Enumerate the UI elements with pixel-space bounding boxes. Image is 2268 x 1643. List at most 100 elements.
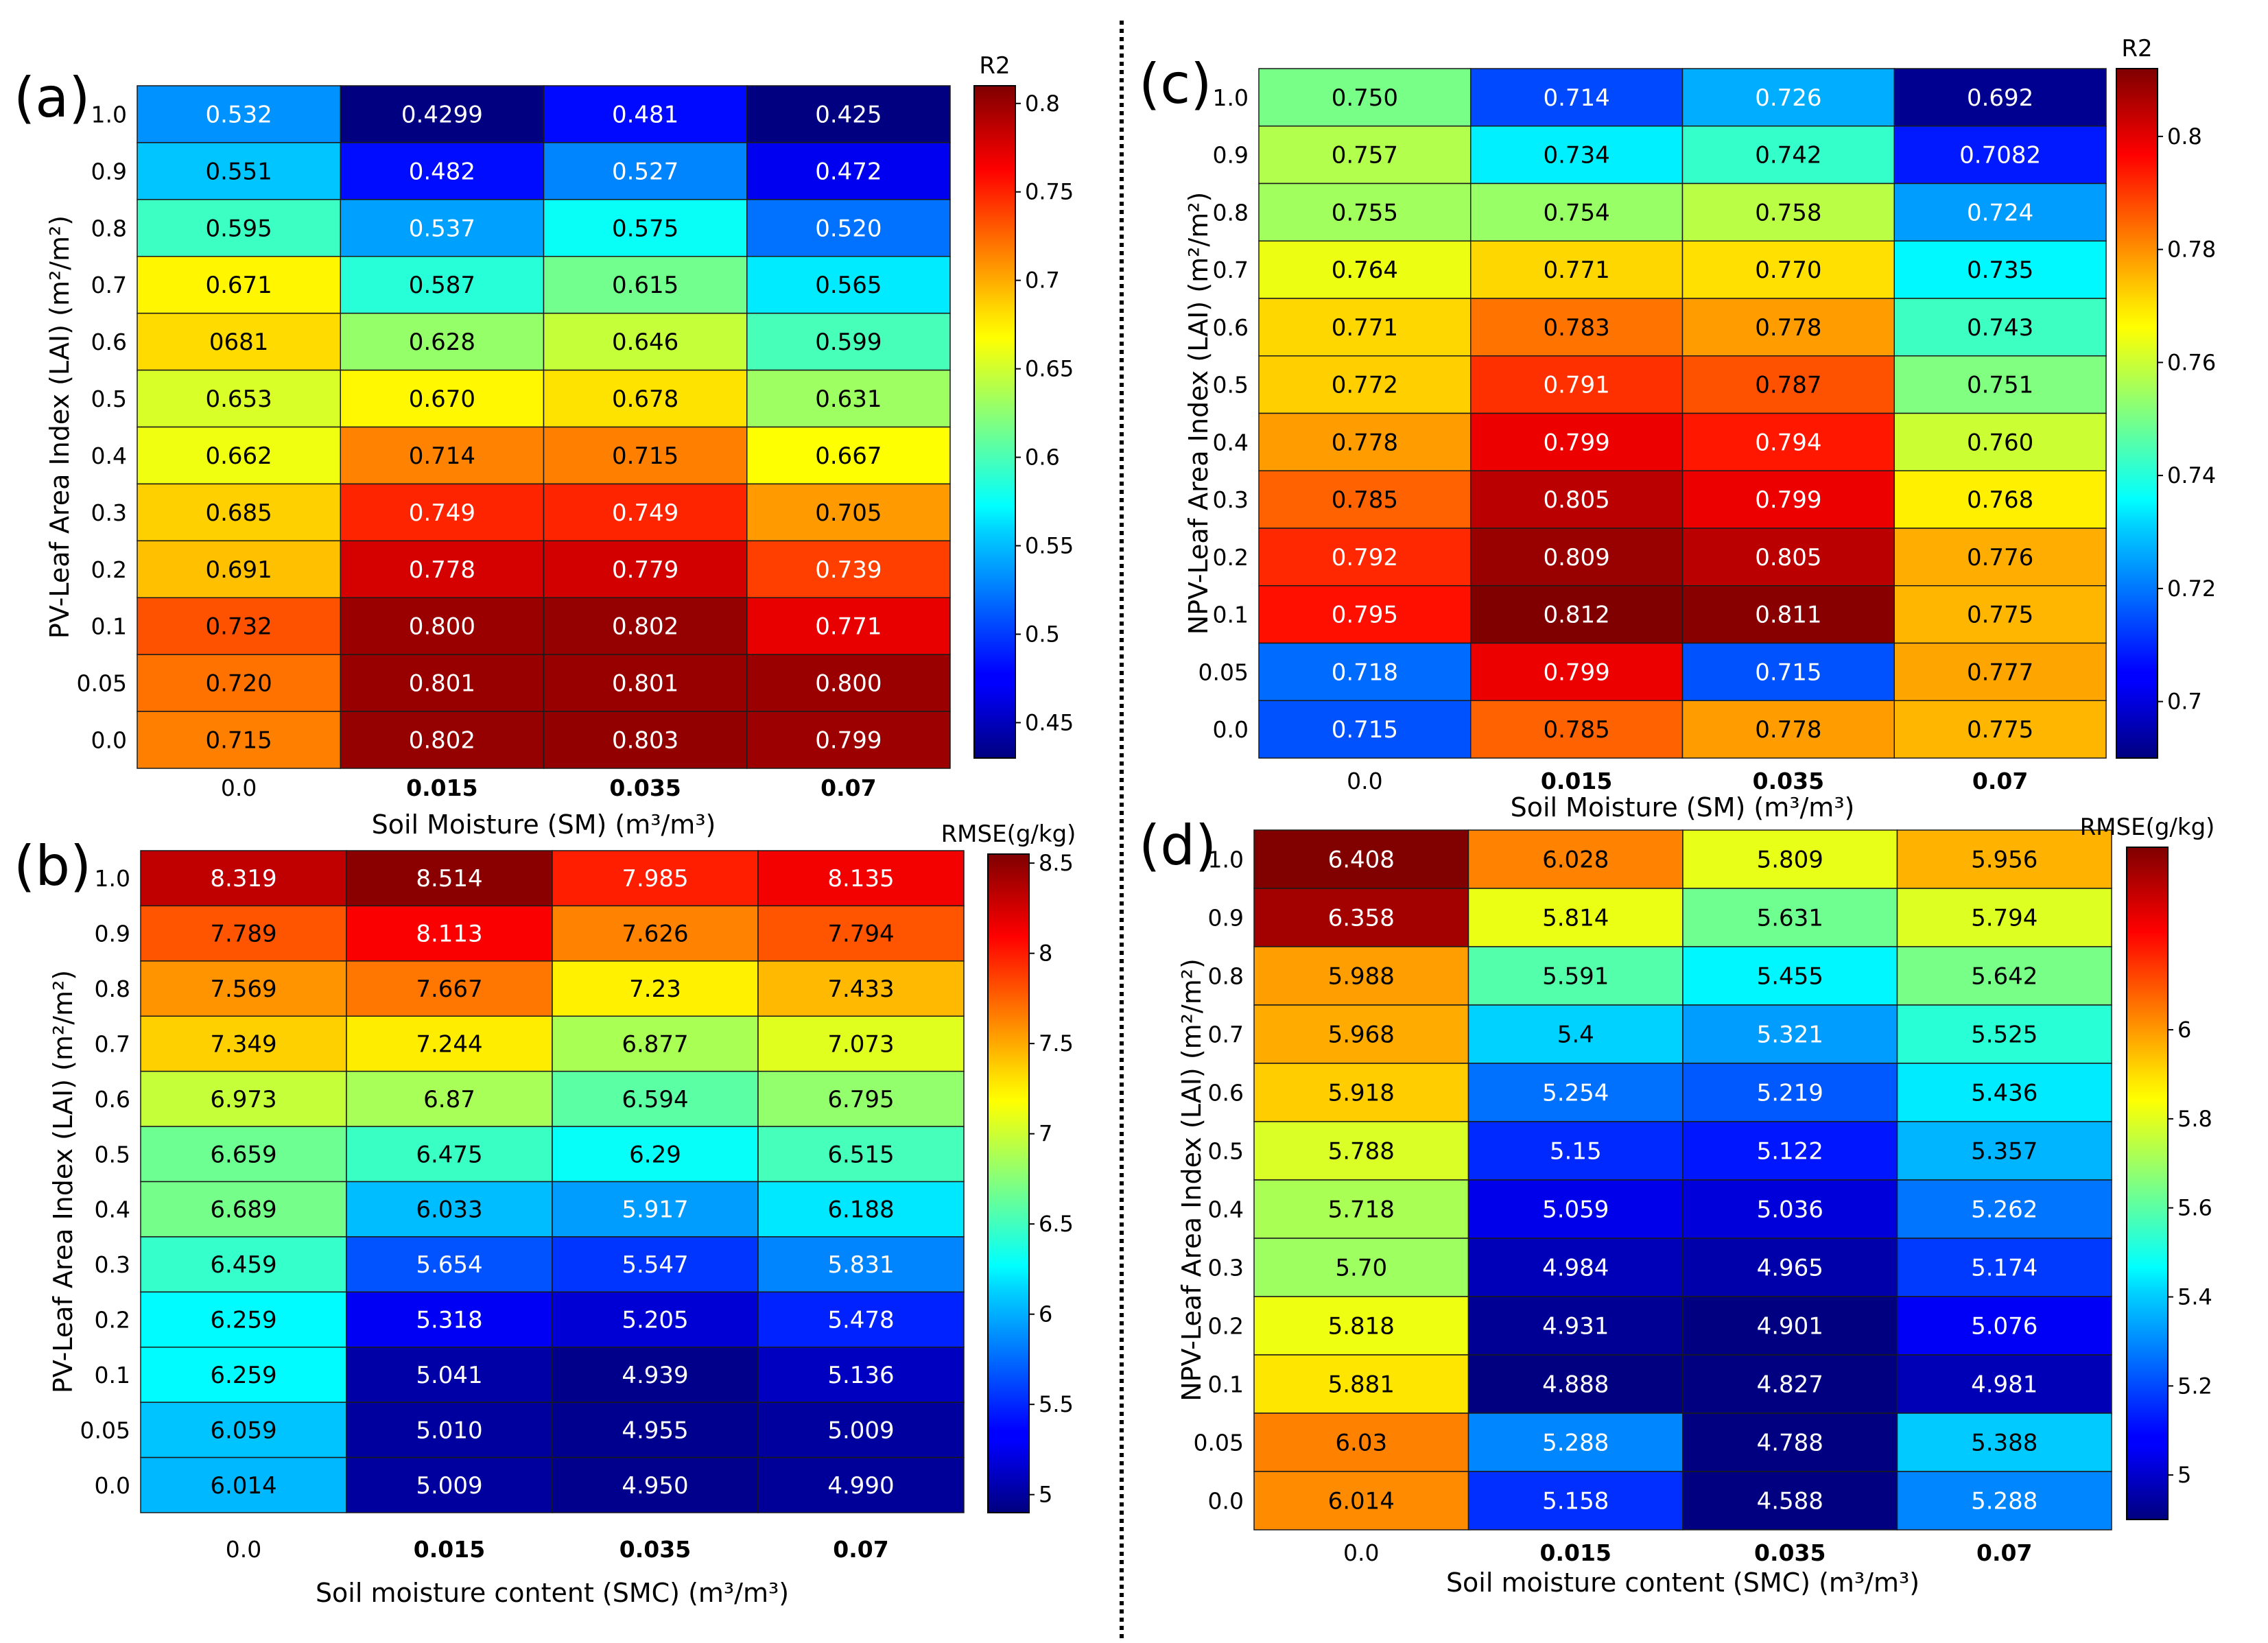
cell-value-label: 5.654 <box>416 1251 482 1279</box>
cell-value-label: 5.794 <box>1971 905 2037 932</box>
colorbar-tick-label: 0.7 <box>1025 268 1060 294</box>
colorbar-title: R2 <box>2121 35 2152 62</box>
heatmap-cell <box>1896 1354 2112 1414</box>
heatmap-cell <box>1682 888 1898 947</box>
colorbar-tick-label: 5.8 <box>2177 1106 2212 1132</box>
heatmap-cell <box>1893 470 2107 529</box>
y-tick-label: 0.6 <box>95 1086 130 1113</box>
colorbar-tick-label: 0.5 <box>1025 621 1060 647</box>
cell-value-label: 0.799 <box>815 727 882 755</box>
y-tick-label: 0.0 <box>91 727 127 754</box>
cell-value-label: 4.901 <box>1757 1313 1823 1340</box>
y-tick-label: 0.7 <box>95 1030 130 1057</box>
heatmap-cell <box>340 540 545 598</box>
cell-value-label: 0.715 <box>205 727 272 755</box>
cell-value-label: 0.646 <box>612 329 678 356</box>
colorbar-tick-label: 5.2 <box>2177 1373 2212 1399</box>
heatmap-cell <box>1470 470 1684 529</box>
cell-value-label: 5.631 <box>1757 905 1823 932</box>
colorbar-tick-label: 8 <box>1039 941 1052 967</box>
heatmap-cell <box>1682 1004 1898 1064</box>
heatmap-cell <box>1253 946 1469 1006</box>
cell-value-label: 0.726 <box>1755 84 1821 112</box>
cell-value-label: 0.795 <box>1332 602 1398 629</box>
cell-value-label: 0.812 <box>1543 602 1609 629</box>
heatmap-cell <box>1467 1354 1684 1414</box>
cell-value-label: 5.036 <box>1757 1196 1823 1224</box>
heatmap-cell <box>1682 1412 1898 1472</box>
heatmap-cell <box>1893 355 2107 414</box>
cell-value-label: 5.788 <box>1328 1138 1395 1166</box>
heatmap-cell <box>1893 642 2107 701</box>
cell-value-label: 5.009 <box>416 1472 482 1500</box>
heatmap-cell <box>1896 888 2112 947</box>
cell-value-label: 5.818 <box>1328 1313 1395 1340</box>
y-tick-label: 0.5 <box>1208 1138 1244 1165</box>
heatmap-cell <box>746 369 951 428</box>
x-tick-label: 0.015 <box>1541 768 1612 794</box>
heatmap-cell <box>1467 888 1684 947</box>
heatmap-cell <box>137 597 341 655</box>
x-tick-label: 0.07 <box>833 1536 888 1563</box>
heatmap-cell <box>746 540 951 598</box>
cell-value-label: 6.014 <box>210 1472 276 1500</box>
y-tick-label: 0.1 <box>95 1362 130 1388</box>
heatmap-cell <box>1682 1471 1898 1530</box>
cell-value-label: 6.515 <box>827 1141 894 1168</box>
x-tick-label: 0.0 <box>226 1536 261 1563</box>
y-tick-label: 0.7 <box>91 272 127 298</box>
colorbar-tick-label: 0.75 <box>1025 179 1074 205</box>
y-tick-label: 0.1 <box>1208 1371 1244 1398</box>
cell-value-label: 0.802 <box>409 727 475 755</box>
cell-value-label: 5.076 <box>1971 1313 2037 1340</box>
cell-value-label: 5.4 <box>1557 1021 1594 1049</box>
cell-value-label: 5.15 <box>1550 1138 1602 1166</box>
cell-value-label: 0.742 <box>1755 142 1821 169</box>
colorbar-title: RMSE(g/kg) <box>2080 814 2215 841</box>
cell-value-label: 6.795 <box>827 1086 894 1113</box>
cell-value-label: 4.888 <box>1542 1371 1609 1399</box>
heatmap-cell <box>1467 1471 1684 1530</box>
y-tick-label: 0.05 <box>77 670 127 697</box>
cell-value-label: 6.259 <box>210 1362 276 1389</box>
panel-label: (b) <box>14 834 91 898</box>
cell-value-label: 4.931 <box>1542 1313 1609 1340</box>
cell-value-label: 5.968 <box>1328 1021 1395 1049</box>
y-tick-label: 0.05 <box>80 1417 130 1443</box>
heatmap-cell <box>340 312 545 371</box>
heatmap-cell <box>340 711 545 769</box>
y-tick-label: 0.6 <box>91 329 127 355</box>
heatmap-cell <box>346 1236 553 1293</box>
y-tick-label: 0.0 <box>1208 1488 1244 1515</box>
heatmap-cell <box>552 1070 759 1127</box>
heatmap-cell <box>757 850 965 907</box>
y-tick-label: 1.0 <box>1208 847 1244 873</box>
heatmap-cell <box>1682 1179 1898 1239</box>
cell-value-label: 6.028 <box>1542 847 1609 874</box>
heatmap-cell <box>1682 1063 1898 1122</box>
y-tick-label: 0.1 <box>91 613 127 640</box>
heatmap-cell <box>757 1291 965 1348</box>
cell-value-label: 0.791 <box>1543 372 1609 399</box>
cell-value-label: 5.158 <box>1542 1488 1609 1515</box>
cell-value-label: 4.965 <box>1757 1255 1823 1282</box>
heatmap-cell <box>543 312 748 371</box>
colorbar-tick-label: 0.8 <box>1025 91 1060 117</box>
cell-value-label: 0.678 <box>612 386 678 413</box>
heatmap-cell <box>543 711 748 769</box>
cell-value-label: 6.877 <box>622 1030 688 1058</box>
cell-value-label: 0.799 <box>1755 486 1821 514</box>
heatmap-cell <box>340 199 545 257</box>
cell-value-label: 0.778 <box>1755 716 1821 744</box>
y-tick-label: 0.2 <box>1213 544 1249 571</box>
heatmap-cell <box>746 142 951 200</box>
cell-value-label: 0.705 <box>815 499 882 527</box>
cell-value-label: 0.771 <box>815 613 882 641</box>
heatmap-cell <box>1682 829 1898 889</box>
heatmap-cell <box>1470 240 1684 299</box>
y-axis-label: NPV-Leaf Area Index (LAI) (m²/m²) <box>1177 958 1207 1402</box>
heatmap-cell <box>1896 829 2112 889</box>
cell-value-label: 5.288 <box>1542 1430 1609 1457</box>
x-tick-label: 0.0 <box>1347 768 1382 794</box>
